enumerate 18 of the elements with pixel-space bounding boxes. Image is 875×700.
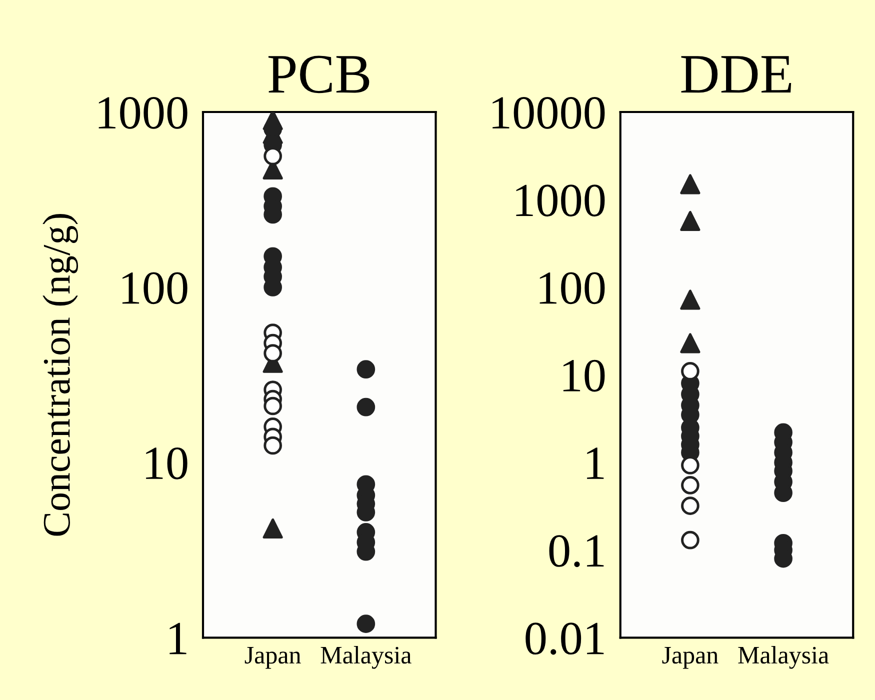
y-tick-label: 100	[540, 272, 605, 304]
chart-title: PCB	[268, 56, 370, 94]
x-tick-label: Japan	[662, 647, 718, 669]
y-axis-title: Concentration (ng/g)	[42, 214, 78, 536]
y-tick-label: 10	[563, 360, 605, 392]
y-tick-label: 1	[170, 622, 186, 654]
y-tick-label: 1000	[516, 184, 605, 216]
y-tick-label: 1	[587, 448, 604, 479]
x-tick-label: Malaysia	[320, 646, 412, 669]
x-tick-label: Malaysia	[738, 646, 829, 669]
y-tick-label: 10000	[492, 96, 605, 129]
chart-title: DDE	[681, 56, 792, 93]
y-tick-label: 10	[146, 447, 188, 480]
y-tick-label: 0.1	[549, 535, 604, 568]
y-tick-label: 0.01	[526, 622, 604, 655]
y-tick-label: 1000	[98, 96, 188, 129]
x-tick-label: Japan	[244, 647, 301, 669]
y-tick-label: 100	[122, 272, 188, 304]
